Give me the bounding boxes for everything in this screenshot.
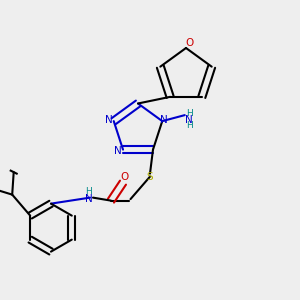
Text: S: S [147,172,153,182]
Text: H: H [186,121,193,130]
Text: H: H [85,187,92,196]
Text: O: O [185,38,193,49]
Text: N: N [85,194,92,204]
Text: N: N [185,115,193,124]
Text: N: N [105,115,113,124]
Text: N: N [160,115,168,124]
Text: N: N [114,146,122,156]
Text: O: O [120,172,129,182]
Text: H: H [186,109,193,118]
